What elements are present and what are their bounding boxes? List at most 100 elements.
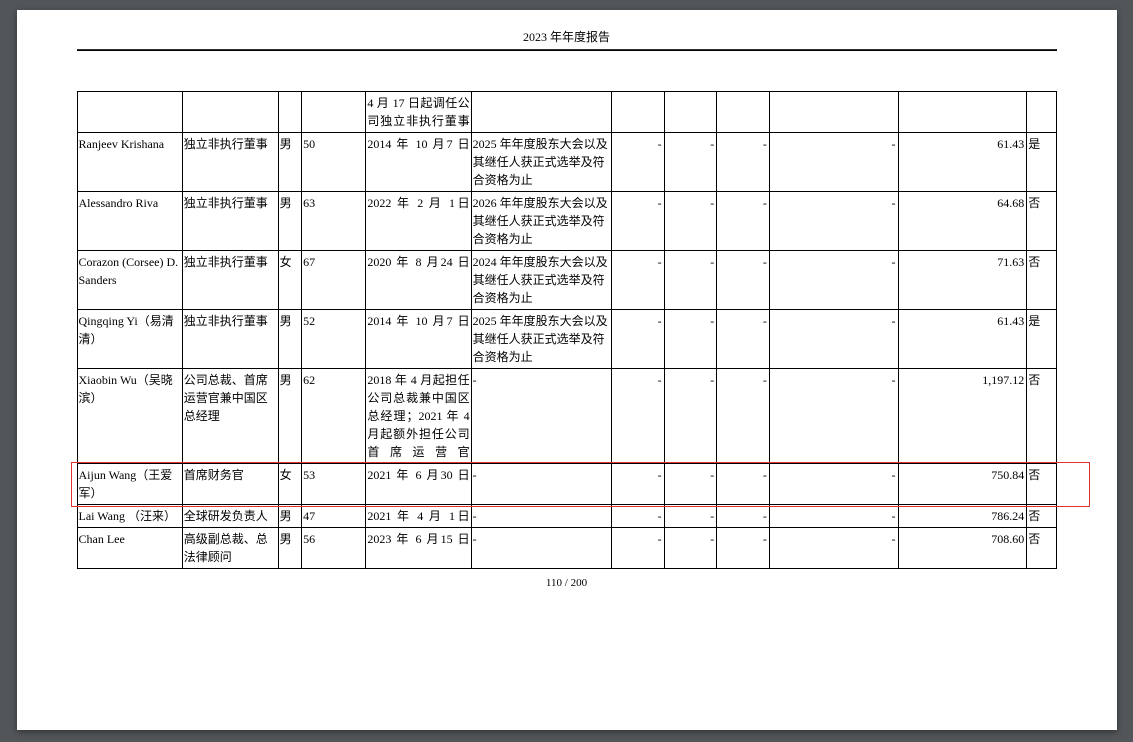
- cell-c3: -: [717, 369, 770, 464]
- cell-c3: -: [717, 133, 770, 192]
- cell-c4: -: [769, 251, 898, 310]
- cell-sex: [278, 92, 301, 133]
- cell-c3: -: [717, 505, 770, 528]
- cell-sex: 男: [278, 192, 301, 251]
- cell-flag: [1027, 92, 1056, 133]
- cell-end_date: 2025 年年度股东大会以及其继任人获正式选举及符合资格为止: [471, 133, 611, 192]
- table-row: Chan Lee高级副总裁、总法律顾问男562023 年 6 月15 日----…: [77, 528, 1056, 569]
- cell-age: 47: [302, 505, 366, 528]
- cell-c1: -: [612, 310, 665, 369]
- cell-position: 独立非执行董事: [182, 251, 278, 310]
- table-row: Qingqing Yi（易清清）独立非执行董事男522014 年 10 月7 日…: [77, 310, 1056, 369]
- cell-position: 首席财务官: [182, 464, 278, 505]
- cell-start_date: 2021 年 4 月 1日: [366, 505, 471, 528]
- table-row: Alessandro Riva独立非执行董事男632022 年 2 月 1日20…: [77, 192, 1056, 251]
- cell-age: 53: [302, 464, 366, 505]
- cell-end_date: 2025 年年度股东大会以及其继任人获正式选举及符合资格为止: [471, 310, 611, 369]
- cell-name: Alessandro Riva: [77, 192, 182, 251]
- table-row: Aijun Wang（王爱军）首席财务官女532021 年 6 月30 日---…: [77, 464, 1056, 505]
- cell-name: Qingqing Yi（易清清）: [77, 310, 182, 369]
- cell-c1: -: [612, 369, 665, 464]
- cell-start_date: 2014 年 10 月7 日: [366, 310, 471, 369]
- cell-start_date: 4 月 17 日起调任公司独立非执行董事: [366, 92, 471, 133]
- cell-name: Lai Wang （汪来）: [77, 505, 182, 528]
- cell-sex: 男: [278, 369, 301, 464]
- cell-start_date: 2023 年 6 月15 日: [366, 528, 471, 569]
- cell-c2: -: [664, 251, 717, 310]
- cell-c2: -: [664, 528, 717, 569]
- cell-flag: 否: [1027, 251, 1056, 310]
- cell-amount: [898, 92, 1027, 133]
- cell-sex: 男: [278, 505, 301, 528]
- cell-amount: 71.63: [898, 251, 1027, 310]
- table-row: 4 月 17 日起调任公司独立非执行董事: [77, 92, 1056, 133]
- cell-age: 63: [302, 192, 366, 251]
- cell-sex: 女: [278, 464, 301, 505]
- cell-c2: -: [664, 133, 717, 192]
- cell-flag: 否: [1027, 369, 1056, 464]
- cell-end_date: -: [471, 369, 611, 464]
- cell-start_date: 2018 年 4 月起担任公司总裁兼中国区总经理；2021 年 4 月起额外担任…: [366, 369, 471, 464]
- cell-position: 高级副总裁、总法律顾问: [182, 528, 278, 569]
- page: 2023 年年度报告 4 月 17 日起调任公司独立非执行董事Ranjeev K…: [17, 10, 1117, 730]
- cell-name: Aijun Wang（王爱军）: [77, 464, 182, 505]
- personnel-table: 4 月 17 日起调任公司独立非执行董事Ranjeev Krishana独立非执…: [77, 91, 1057, 569]
- cell-name: Xiaobin Wu（吴晓滨）: [77, 369, 182, 464]
- cell-c1: [612, 92, 665, 133]
- cell-flag: 否: [1027, 528, 1056, 569]
- cell-c3: -: [717, 192, 770, 251]
- cell-c2: -: [664, 505, 717, 528]
- cell-amount: 61.43: [898, 310, 1027, 369]
- cell-flag: 是: [1027, 133, 1056, 192]
- cell-c2: [664, 92, 717, 133]
- cell-position: 独立非执行董事: [182, 192, 278, 251]
- page-footer: 110 / 200: [77, 577, 1057, 589]
- cell-amount: 786.24: [898, 505, 1027, 528]
- cell-name: Corazon (Corsee) D. Sanders: [77, 251, 182, 310]
- cell-c4: -: [769, 369, 898, 464]
- cell-c4: -: [769, 528, 898, 569]
- cell-position: 独立非执行董事: [182, 310, 278, 369]
- cell-position: [182, 92, 278, 133]
- cell-c3: -: [717, 464, 770, 505]
- table-row: Ranjeev Krishana独立非执行董事男502014 年 10 月7 日…: [77, 133, 1056, 192]
- cell-position: 全球研发负责人: [182, 505, 278, 528]
- page-header-title: 2023 年年度报告: [77, 28, 1057, 45]
- cell-c1: -: [612, 505, 665, 528]
- cell-c1: -: [612, 464, 665, 505]
- header-rule-2: [77, 50, 1057, 51]
- table-row: Lai Wang （汪来）全球研发负责人男472021 年 4 月 1日----…: [77, 505, 1056, 528]
- cell-name: Ranjeev Krishana: [77, 133, 182, 192]
- cell-name: Chan Lee: [77, 528, 182, 569]
- cell-amount: 1,197.12: [898, 369, 1027, 464]
- cell-c3: [717, 92, 770, 133]
- cell-age: 67: [302, 251, 366, 310]
- cell-c2: -: [664, 310, 717, 369]
- cell-c2: -: [664, 192, 717, 251]
- cell-start_date: 2021 年 6 月30 日: [366, 464, 471, 505]
- cell-position: 独立非执行董事: [182, 133, 278, 192]
- cell-flag: 是: [1027, 310, 1056, 369]
- cell-amount: 61.43: [898, 133, 1027, 192]
- cell-age: 52: [302, 310, 366, 369]
- cell-sex: 男: [278, 133, 301, 192]
- cell-sex: 女: [278, 251, 301, 310]
- cell-end_date: [471, 92, 611, 133]
- cell-end_date: -: [471, 464, 611, 505]
- cell-c1: -: [612, 528, 665, 569]
- cell-amount: 750.84: [898, 464, 1027, 505]
- cell-flag: 否: [1027, 464, 1056, 505]
- cell-c3: -: [717, 528, 770, 569]
- cell-sex: 男: [278, 310, 301, 369]
- cell-amount: 64.68: [898, 192, 1027, 251]
- cell-age: 56: [302, 528, 366, 569]
- cell-c1: -: [612, 133, 665, 192]
- cell-c4: -: [769, 310, 898, 369]
- cell-c1: -: [612, 192, 665, 251]
- cell-c4: [769, 92, 898, 133]
- cell-c4: -: [769, 192, 898, 251]
- table-row: Corazon (Corsee) D. Sanders独立非执行董事女67202…: [77, 251, 1056, 310]
- cell-c2: -: [664, 369, 717, 464]
- cell-age: [302, 92, 366, 133]
- cell-flag: 否: [1027, 192, 1056, 251]
